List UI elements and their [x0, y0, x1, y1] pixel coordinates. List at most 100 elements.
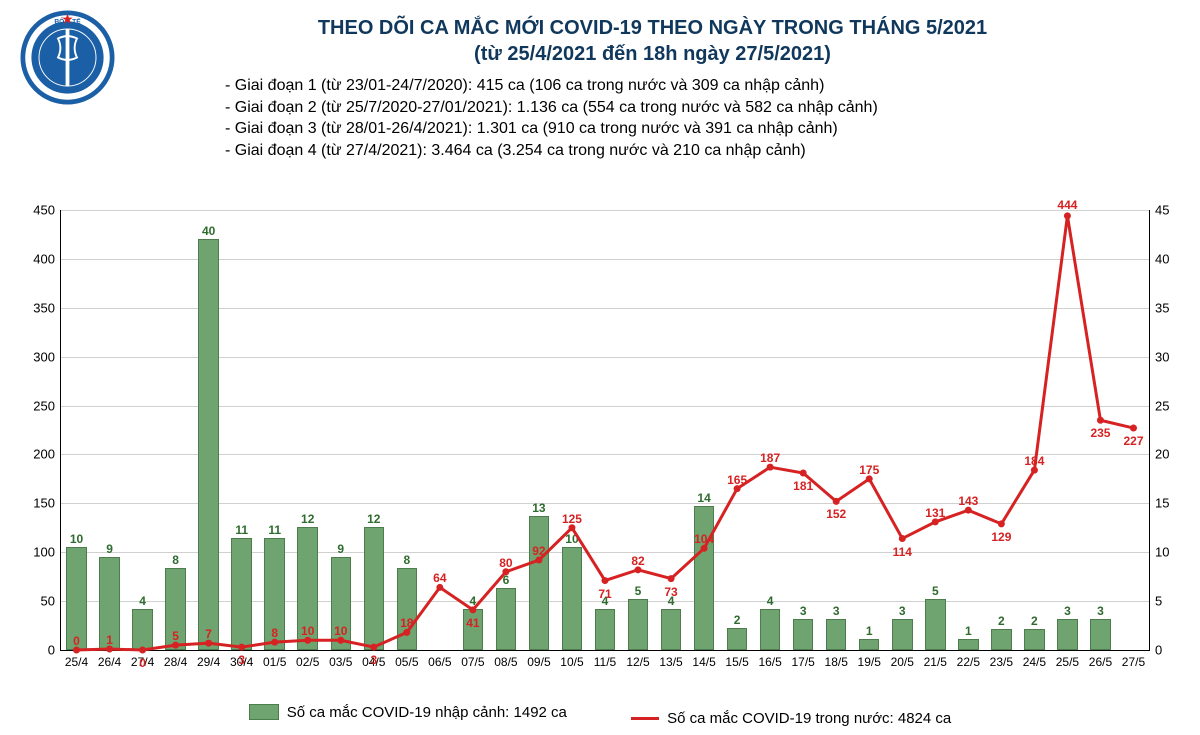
xtick: 20/5: [891, 655, 914, 669]
line-value-label: 5: [172, 629, 179, 643]
chart-title-line2: (từ 25/4/2021 đến 18h ngày 27/5/2021): [125, 41, 1180, 67]
line-value-label: 187: [760, 451, 780, 465]
line-value-label: 73: [664, 585, 677, 599]
xtick: 13/5: [659, 655, 682, 669]
line-value-label: 165: [727, 473, 747, 487]
ytick-right: 35: [1155, 300, 1195, 315]
line-value-label: 10: [301, 624, 314, 638]
ytick-left: 100: [15, 545, 55, 560]
ytick-right: 25: [1155, 398, 1195, 413]
xtick: 03/5: [329, 655, 352, 669]
line-value-label: 184: [1024, 454, 1044, 468]
legend-bar: Số ca mắc COVID-19 nhập cảnh: 1492 ca: [249, 704, 567, 721]
ytick-left: 400: [15, 251, 55, 266]
legend-bar-label: Số ca mắc COVID-19 nhập cảnh: 1492 ca: [287, 704, 567, 721]
xtick: 28/4: [164, 655, 187, 669]
line-value-label: 82: [631, 554, 644, 568]
line-value-label: 10: [334, 624, 347, 638]
ytick-right: 30: [1155, 349, 1195, 364]
line-value-label: 104: [694, 532, 714, 546]
line-value-label: 1: [106, 633, 113, 647]
xtick: 26/4: [98, 655, 121, 669]
ytick-left: 50: [15, 594, 55, 609]
xtick: 21/5: [924, 655, 947, 669]
ministry-logo: BỘ Y TẾ: [20, 10, 115, 105]
ytick-right: 45: [1155, 203, 1195, 218]
ytick-right: 10: [1155, 545, 1195, 560]
ytick-left: 150: [15, 496, 55, 511]
xtick: 14/5: [692, 655, 715, 669]
period-2: - Giai đoạn 2 (từ 25/7/2020-27/01/2021):…: [225, 97, 1180, 119]
line-value-label: 71: [598, 587, 611, 601]
xtick: 27/5: [1122, 655, 1145, 669]
period-1: - Giai đoạn 1 (từ 23/01-24/7/2020): 415 …: [225, 75, 1180, 97]
xtick: 19/5: [858, 655, 881, 669]
ytick-left: 200: [15, 447, 55, 462]
line-value-label: 8: [271, 626, 278, 640]
xtick: 24/5: [1023, 655, 1046, 669]
xtick: 08/5: [494, 655, 517, 669]
xtick: 11/5: [594, 655, 616, 669]
xtick: 09/5: [527, 655, 550, 669]
ytick-right: 0: [1155, 643, 1195, 658]
periods-block: - Giai đoạn 1 (từ 23/01-24/7/2020): 415 …: [225, 75, 1180, 161]
xtick: 29/4: [197, 655, 220, 669]
period-4: - Giai đoạn 4 (từ 27/4/2021): 3.464 ca (…: [225, 140, 1180, 162]
xtick: 23/5: [990, 655, 1013, 669]
legend: Số ca mắc COVID-19 nhập cảnh: 1492 ca Số…: [0, 704, 1200, 728]
line-value-label: 227: [1123, 434, 1143, 448]
xtick: 22/5: [957, 655, 980, 669]
line-value-label: 152: [826, 507, 846, 521]
line-value-label: 143: [958, 494, 978, 508]
line-value-label: 235: [1090, 426, 1110, 440]
line-value-label: 0: [73, 634, 80, 648]
line-value-label: 41: [466, 616, 479, 630]
ytick-right: 5: [1155, 594, 1195, 609]
xtick: 26/5: [1089, 655, 1112, 669]
xtick: 16/5: [758, 655, 781, 669]
ytick-left: 250: [15, 398, 55, 413]
line-value-label: 80: [499, 556, 512, 570]
xtick: 25/5: [1056, 655, 1079, 669]
xtick: 15/5: [725, 655, 748, 669]
line-value-label: 3: [370, 653, 377, 667]
period-3: - Giai đoạn 3 (từ 28/01-26/4/2021): 1.30…: [225, 118, 1180, 140]
xtick: 05/5: [395, 655, 418, 669]
chart-plot-area: 0501001502002503003504004500510152025303…: [60, 210, 1150, 650]
line-value-label: 114: [893, 545, 912, 559]
xtick: 12/5: [626, 655, 649, 669]
legend-line-label: Số ca mắc COVID-19 trong nước: 4824 ca: [667, 710, 951, 727]
ytick-right: 40: [1155, 251, 1195, 266]
line-value-label: 92: [532, 544, 545, 558]
line-value-label: 64: [433, 571, 446, 585]
line-swatch: [631, 717, 659, 720]
line-value-label: 129: [991, 530, 1011, 544]
ytick-left: 350: [15, 300, 55, 315]
line-value-label: 7: [205, 627, 212, 641]
line-value-label: 0: [139, 656, 146, 670]
line-value-label: 444: [1057, 198, 1077, 212]
ytick-left: 300: [15, 349, 55, 364]
line-value-label: 175: [859, 463, 879, 477]
line-value-label: 3: [238, 653, 245, 667]
ytick-left: 0: [15, 643, 55, 658]
chart-title-line1: THEO DÕI CA MẮC MỚI COVID-19 THEO NGÀY T…: [125, 15, 1180, 41]
line-value-label: 125: [562, 512, 582, 526]
line-value-label: 131: [925, 506, 945, 520]
xtick: 18/5: [825, 655, 848, 669]
xtick: 25/4: [65, 655, 88, 669]
line-series: [60, 210, 1150, 650]
line-value-label: 181: [793, 479, 813, 493]
xtick: 06/5: [428, 655, 451, 669]
legend-line: Số ca mắc COVID-19 trong nước: 4824 ca: [631, 710, 951, 727]
ytick-left: 450: [15, 203, 55, 218]
xtick: 10/5: [560, 655, 583, 669]
xtick: 07/5: [461, 655, 484, 669]
xtick: 02/5: [296, 655, 319, 669]
xtick: 01/5: [263, 655, 286, 669]
bar-swatch: [249, 704, 279, 720]
ytick-right: 20: [1155, 447, 1195, 462]
xtick: 17/5: [791, 655, 814, 669]
ytick-right: 15: [1155, 496, 1195, 511]
line-value-label: 18: [400, 616, 413, 630]
